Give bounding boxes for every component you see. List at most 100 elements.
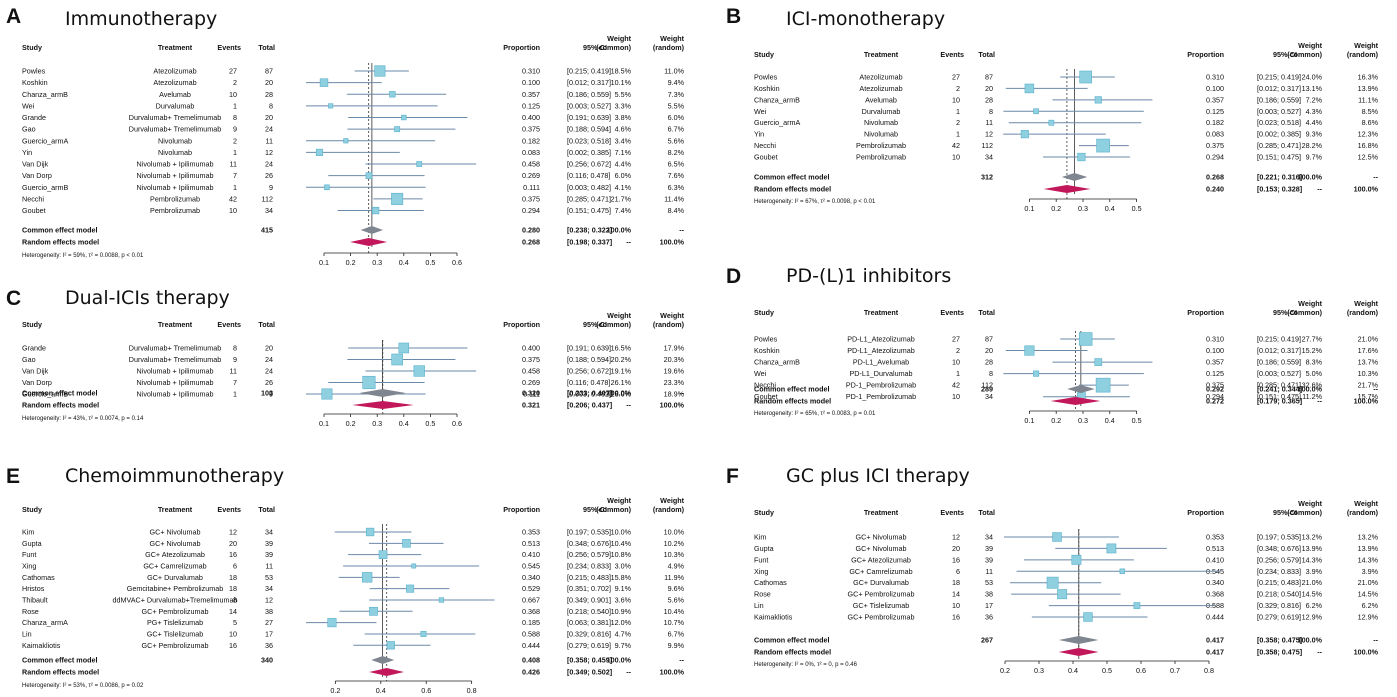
study-name: Chanza_armA bbox=[22, 618, 68, 627]
x-axis-tick-label: 0.1 bbox=[1024, 416, 1034, 425]
study-events: 16 bbox=[952, 613, 960, 622]
study-proportion: 0.294 bbox=[1206, 392, 1224, 401]
study-box bbox=[324, 184, 330, 191]
study-ci: [0.349; 0.901] bbox=[567, 595, 611, 604]
header-weight-random-sub: (random) bbox=[653, 43, 685, 52]
study-weight-common: 7.4% bbox=[615, 206, 632, 215]
random-model-label: Random effects model bbox=[754, 185, 831, 194]
study-ci: [0.256; 0.579] bbox=[1257, 555, 1301, 564]
study-treatment: Nivolumab + Ipilimumab bbox=[137, 160, 214, 169]
study-weight-random: 9.4% bbox=[668, 78, 685, 87]
study-name: Guercio_armB bbox=[22, 183, 69, 192]
common-model-ci: [0.358; 0.475] bbox=[1257, 636, 1302, 645]
study-treatment: GC+ Atezolizumab bbox=[851, 555, 911, 564]
study-ci: [0.256; 0.672] bbox=[567, 160, 611, 169]
study-events: 27 bbox=[952, 73, 960, 82]
study-proportion: 0.111 bbox=[523, 390, 540, 399]
study-weight-random: 17.6% bbox=[1358, 346, 1379, 355]
study-proportion: 0.400 bbox=[522, 344, 540, 353]
x-axis-tick-label: 0.1 bbox=[319, 419, 329, 428]
heterogeneity-text: Heterogeneity: I² = 67%, τ² = 0.0098, p … bbox=[754, 199, 876, 205]
study-treatment: GC+ Camrelizumab bbox=[849, 567, 912, 576]
random-model-label: Random effects model bbox=[754, 648, 831, 657]
study-box bbox=[365, 172, 373, 179]
common-model-weight-common: 100.0% bbox=[1298, 173, 1323, 182]
study-treatment: Durvalumab+ Tremelimumab bbox=[129, 344, 221, 353]
study-total: 28 bbox=[985, 358, 993, 367]
random-model-weight-random: 100.0% bbox=[1354, 397, 1379, 406]
study-events: 10 bbox=[952, 392, 960, 401]
study-treatment: Pembrolizumab bbox=[150, 206, 200, 215]
header-treatment: Treatment bbox=[158, 505, 193, 514]
header-weight-common-sub: (common) bbox=[596, 505, 631, 514]
study-weight-common: 10.9% bbox=[611, 607, 632, 616]
study-weight-random: 6.7% bbox=[668, 629, 685, 638]
study-events: 18 bbox=[229, 573, 237, 582]
study-proportion: 0.185 bbox=[522, 618, 540, 627]
study-weight-common: 9.3% bbox=[1306, 130, 1323, 139]
study-events: 6 bbox=[233, 561, 237, 570]
study-total: 20 bbox=[265, 344, 273, 353]
random-effect-diamond bbox=[369, 668, 404, 676]
study-name: Powles bbox=[754, 73, 778, 82]
study-weight-random: 6.2% bbox=[1362, 601, 1379, 610]
study-weight-common: 9.7% bbox=[615, 641, 632, 650]
study-weight-random: 11.1% bbox=[1358, 95, 1378, 104]
study-ci: [0.186; 0.559] bbox=[1257, 358, 1301, 367]
study-weight-common: 4.7% bbox=[615, 629, 632, 638]
study-ci: [0.329; 0.816] bbox=[567, 629, 611, 638]
panel-title: Chemoimmunotherapy bbox=[65, 465, 284, 487]
study-events: 10 bbox=[952, 153, 960, 162]
study-box bbox=[1024, 83, 1035, 94]
study-proportion: 0.375 bbox=[522, 194, 540, 203]
study-weight-common: 14.3% bbox=[1302, 555, 1323, 564]
study-treatment: Pembrolizumab bbox=[856, 153, 906, 162]
study-name: Gao bbox=[22, 355, 36, 364]
study-total: 28 bbox=[985, 95, 993, 104]
panel-title: PD-(L)1 inhibitors bbox=[786, 265, 951, 287]
study-box bbox=[1094, 96, 1102, 104]
random-model-weight-common: -- bbox=[626, 401, 631, 410]
study-name: Wei bbox=[754, 107, 767, 116]
panel-label: B bbox=[726, 5, 741, 28]
common-model-weight-random: -- bbox=[1373, 636, 1378, 645]
study-weight-common: 4.3% bbox=[1306, 107, 1323, 116]
study-weight-common: 3.6% bbox=[615, 595, 632, 604]
random-model-weight-common: -- bbox=[1317, 185, 1322, 194]
header-events: Events bbox=[940, 308, 964, 317]
panel-label: F bbox=[726, 465, 739, 488]
header-total: Total bbox=[258, 320, 275, 329]
study-proportion: 0.375 bbox=[522, 125, 540, 134]
study-treatment: Nivolumab bbox=[158, 136, 192, 145]
study-weight-random: 8.5% bbox=[1362, 107, 1379, 116]
common-model-proportion: 0.292 bbox=[1206, 385, 1224, 394]
header-weight-random-sub: (random) bbox=[1347, 308, 1379, 317]
study-events: 42 bbox=[229, 194, 237, 203]
study-weight-common: 4.1% bbox=[615, 183, 632, 192]
study-proportion: 0.100 bbox=[1206, 346, 1224, 355]
study-weight-common: 10.4% bbox=[611, 539, 632, 548]
study-proportion: 0.083 bbox=[522, 148, 540, 157]
study-name: Chanza_armB bbox=[22, 90, 68, 99]
study-weight-random: 13.2% bbox=[1358, 533, 1379, 542]
study-total: 26 bbox=[265, 378, 273, 387]
common-model-proportion: 0.268 bbox=[1206, 173, 1224, 182]
header-weight-random: Weight bbox=[660, 311, 684, 320]
study-name: Gao bbox=[22, 125, 36, 134]
study-events: 2 bbox=[956, 118, 960, 127]
study-treatment: GC+ Pembrolizumab bbox=[142, 641, 209, 650]
study-name: Van Dorp bbox=[22, 171, 52, 180]
header-weight-common: Weight bbox=[607, 34, 631, 43]
study-events: 1 bbox=[233, 148, 237, 157]
study-weight-random: 6.7% bbox=[668, 125, 685, 134]
panel-F: F GC plus ICI therapy Study Treatment Events… bbox=[726, 465, 1379, 675]
study-ci: [0.003; 0.527] bbox=[1257, 107, 1301, 116]
study-treatment: Atezolizumab bbox=[859, 84, 902, 93]
study-box bbox=[1094, 358, 1103, 366]
header-treatment: Treatment bbox=[864, 508, 899, 517]
random-model-weight-random: 100.0% bbox=[660, 401, 685, 410]
study-name: Lin bbox=[754, 601, 764, 610]
common-model-ci: [0.241; 0.344] bbox=[1257, 385, 1302, 394]
x-axis-tick-label: 0.2 bbox=[1000, 666, 1010, 675]
study-total: 8 bbox=[989, 107, 993, 116]
